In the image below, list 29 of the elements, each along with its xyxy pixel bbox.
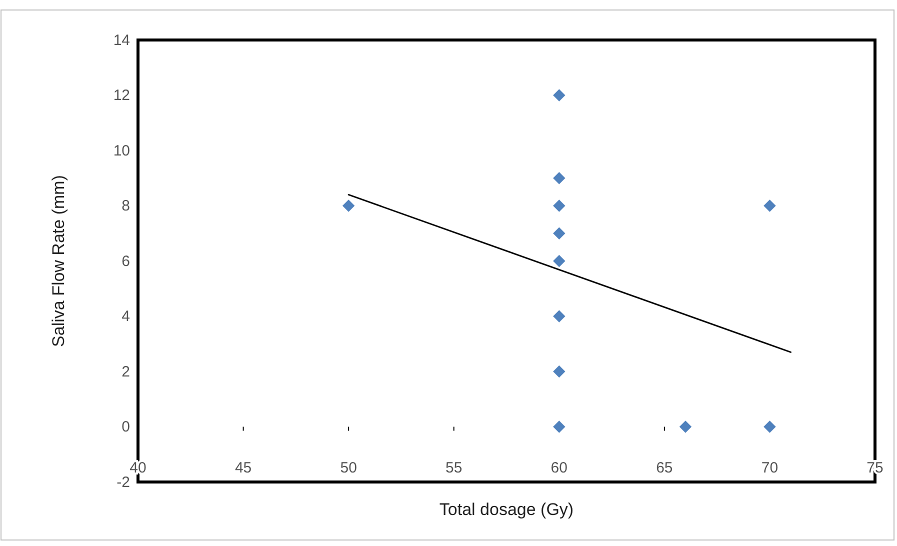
x-tick-label: 65 (656, 460, 673, 477)
x-tick-label: 60 (550, 460, 568, 477)
x-tick-label: 70 (761, 460, 778, 477)
y-tick-label: 2 (122, 363, 130, 380)
y-tick-label: -2 (116, 474, 130, 491)
y-tick-label: 12 (113, 87, 130, 104)
point (553, 172, 566, 184)
y-tick-label: 10 (113, 142, 130, 160)
x-tick-label: 55 (446, 460, 462, 477)
point (553, 420, 566, 433)
y-axis-title: Saliva Flow Rate (mm) (49, 175, 68, 347)
point (679, 420, 692, 433)
y-tick-label: 6 (122, 252, 130, 270)
point (764, 420, 776, 433)
x-tick-label: 50 (340, 460, 357, 477)
y-tick-label: 0 (122, 418, 130, 436)
x-tick-label: 45 (234, 460, 252, 477)
point (342, 200, 355, 212)
point (553, 365, 566, 378)
point (764, 200, 776, 212)
point (553, 254, 566, 268)
y-tick-label: 14 (113, 32, 130, 49)
point (553, 310, 566, 322)
point (553, 89, 566, 102)
point (553, 227, 566, 240)
y-tick-label: 8 (122, 198, 130, 215)
y-tick-label: 4 (122, 308, 130, 326)
x-axis-title: Total dosage (Gy) (439, 500, 574, 519)
point (553, 200, 566, 212)
